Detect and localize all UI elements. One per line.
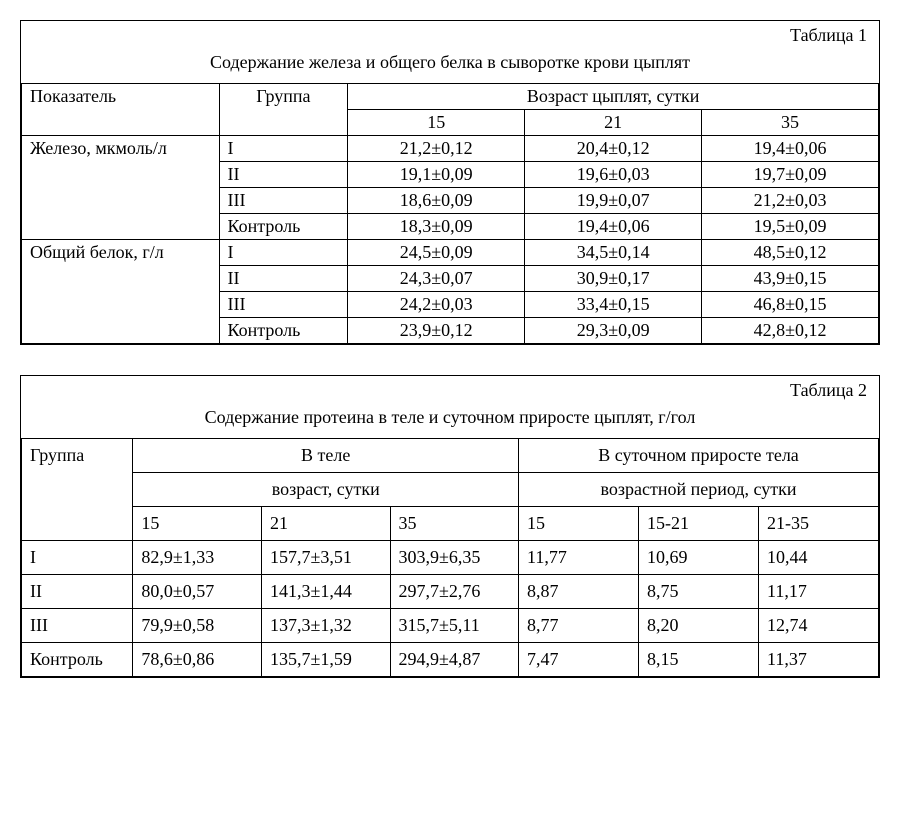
data-cell: 7,47	[519, 643, 639, 677]
data-cell: 141,3±1,44	[261, 575, 390, 609]
data-cell: 8,77	[519, 609, 639, 643]
data-cell: 294,9±4,87	[390, 643, 519, 677]
col-header-age: Возраст цыплят, сутки	[348, 84, 879, 110]
data-cell: 19,9±0,07	[525, 188, 702, 214]
table-row: Контроль 78,6±0,86 135,7±1,59 294,9±4,87…	[22, 643, 879, 677]
data-cell: 42,8±0,12	[702, 318, 879, 344]
table-1-label: Таблица 1	[21, 21, 879, 46]
table-row: II 80,0±0,57 141,3±1,44 297,7±2,76 8,87 …	[22, 575, 879, 609]
data-cell: 10,69	[639, 541, 759, 575]
group-cell: Контроль	[22, 643, 133, 677]
data-cell: 303,9±6,35	[390, 541, 519, 575]
data-cell: 8,20	[639, 609, 759, 643]
data-cell: 137,3±1,32	[261, 609, 390, 643]
table-row: III 79,9±0,58 137,3±1,32 315,7±5,11 8,77…	[22, 609, 879, 643]
table-1: Показатель Группа Возраст цыплят, сутки …	[21, 83, 879, 344]
data-cell: 20,4±0,12	[525, 136, 702, 162]
data-cell: 10,44	[758, 541, 878, 575]
daily-col-0: 15	[519, 507, 639, 541]
data-cell: 18,3±0,09	[348, 214, 525, 240]
data-cell: 11,17	[758, 575, 878, 609]
data-cell: 21,2±0,03	[702, 188, 879, 214]
data-cell: 24,2±0,03	[348, 292, 525, 318]
data-cell: 29,3±0,09	[525, 318, 702, 344]
data-cell: 80,0±0,57	[133, 575, 262, 609]
data-cell: 135,7±1,59	[261, 643, 390, 677]
data-cell: 30,9±0,17	[525, 266, 702, 292]
group-cell: Контроль	[219, 318, 348, 344]
table-2-container: Таблица 2 Содержание протеина в теле и с…	[20, 375, 880, 678]
table-1-container: Таблица 1 Содержание железа и общего бел…	[20, 20, 880, 345]
data-cell: 12,74	[758, 609, 878, 643]
table-2-title: Содержание протеина в теле и суточном пр…	[21, 401, 879, 438]
indicator-cell: Железо, мкмоль/л	[22, 136, 220, 240]
table-row: возраст, сутки возрастной период, сутки	[22, 473, 879, 507]
data-cell: 19,6±0,03	[525, 162, 702, 188]
table-row: I 82,9±1,33 157,7±3,51 303,9±6,35 11,77 …	[22, 541, 879, 575]
group-cell: Контроль	[219, 214, 348, 240]
daily-header: В суточном приросте тела	[519, 439, 879, 473]
data-cell: 23,9±0,12	[348, 318, 525, 344]
data-cell: 82,9±1,33	[133, 541, 262, 575]
data-cell: 33,4±0,15	[525, 292, 702, 318]
data-cell: 11,37	[758, 643, 878, 677]
group-cell: III	[219, 188, 348, 214]
data-cell: 24,5±0,09	[348, 240, 525, 266]
daily-col-2: 21-35	[758, 507, 878, 541]
age-col-0: 15	[348, 110, 525, 136]
group-cell: I	[219, 240, 348, 266]
indicator-cell: Общий белок, г/л	[22, 240, 220, 344]
data-cell: 315,7±5,11	[390, 609, 519, 643]
table-1-title: Содержание железа и общего белка в сывор…	[21, 46, 879, 83]
data-cell: 297,7±2,76	[390, 575, 519, 609]
col-header-group: Группа	[22, 439, 133, 541]
data-cell: 19,7±0,09	[702, 162, 879, 188]
col-header-indicator: Показатель	[22, 84, 220, 136]
age-col-1: 21	[525, 110, 702, 136]
table-row: Показатель Группа Возраст цыплят, сутки	[22, 84, 879, 110]
data-cell: 8,15	[639, 643, 759, 677]
body-col-2: 35	[390, 507, 519, 541]
group-cell: II	[219, 266, 348, 292]
data-cell: 19,1±0,09	[348, 162, 525, 188]
data-cell: 19,4±0,06	[525, 214, 702, 240]
data-cell: 79,9±0,58	[133, 609, 262, 643]
group-cell: I	[22, 541, 133, 575]
daily-sub: возрастной период, сутки	[519, 473, 879, 507]
data-cell: 8,75	[639, 575, 759, 609]
data-cell: 157,7±3,51	[261, 541, 390, 575]
table-2: Группа В теле В суточном приросте тела в…	[21, 438, 879, 677]
data-cell: 34,5±0,14	[525, 240, 702, 266]
data-cell: 18,6±0,09	[348, 188, 525, 214]
group-cell: III	[219, 292, 348, 318]
data-cell: 24,3±0,07	[348, 266, 525, 292]
group-cell: I	[219, 136, 348, 162]
data-cell: 78,6±0,86	[133, 643, 262, 677]
group-cell: II	[22, 575, 133, 609]
data-cell: 48,5±0,12	[702, 240, 879, 266]
table-row: Общий белок, г/л I 24,5±0,09 34,5±0,14 4…	[22, 240, 879, 266]
body-sub: возраст, сутки	[133, 473, 519, 507]
table-row: Группа В теле В суточном приросте тела	[22, 439, 879, 473]
table-row: Железо, мкмоль/л I 21,2±0,12 20,4±0,12 1…	[22, 136, 879, 162]
body-col-1: 21	[261, 507, 390, 541]
data-cell: 19,5±0,09	[702, 214, 879, 240]
table-row: 15 21 35 15 15-21 21-35	[22, 507, 879, 541]
data-cell: 21,2±0,12	[348, 136, 525, 162]
body-header: В теле	[133, 439, 519, 473]
data-cell: 19,4±0,06	[702, 136, 879, 162]
group-cell: II	[219, 162, 348, 188]
body-col-0: 15	[133, 507, 262, 541]
data-cell: 11,77	[519, 541, 639, 575]
group-cell: III	[22, 609, 133, 643]
data-cell: 46,8±0,15	[702, 292, 879, 318]
age-col-2: 35	[702, 110, 879, 136]
data-cell: 43,9±0,15	[702, 266, 879, 292]
data-cell: 8,87	[519, 575, 639, 609]
daily-col-1: 15-21	[639, 507, 759, 541]
table-2-label: Таблица 2	[21, 376, 879, 401]
col-header-group: Группа	[219, 84, 348, 136]
